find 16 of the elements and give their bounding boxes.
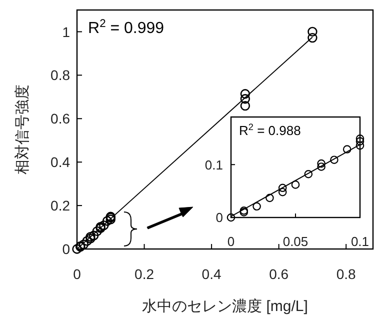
y-tick-label: 0.2: [50, 198, 70, 214]
x-tick-label: 0: [73, 266, 82, 282]
annotation: R$^{2}$ = 0.988: [239, 122, 301, 138]
x-tick-label: 0.05: [282, 234, 308, 249]
annotation: R$^{2}$ = 0.999: [88, 18, 164, 37]
x-axis-title: 水中のセレン濃度 [mg/L]: [142, 298, 308, 315]
x-tick-label: 0.1: [350, 234, 370, 249]
x-tick-label: 0: [227, 234, 235, 249]
y-tick-label: 0.6: [50, 110, 70, 127]
y-axis-title: 相対信号強度: [14, 84, 31, 174]
y-tick-label: 1: [62, 24, 70, 40]
y-tick-label: 0.8: [50, 67, 70, 84]
x-tick-label: 0.8: [336, 266, 356, 282]
y-tick-label: 0.4: [50, 154, 70, 170]
x-tick-label: 0.6: [269, 266, 289, 282]
x-tick-label: 0.2: [134, 266, 154, 282]
